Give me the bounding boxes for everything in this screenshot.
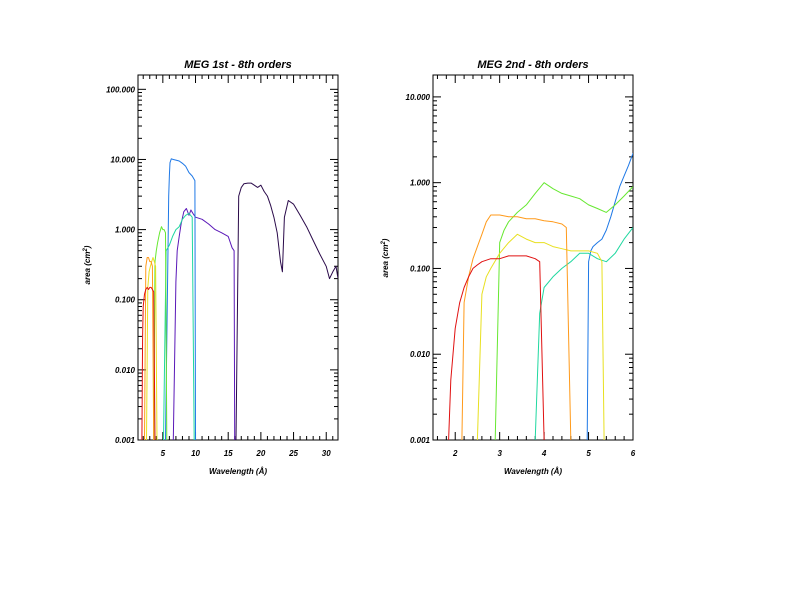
series-line-5 — [461, 214, 572, 440]
y-tick-label: 0.001 — [410, 436, 431, 445]
plot-frame — [432, 74, 634, 441]
y-axis-label-main: area (cm — [83, 252, 92, 285]
y-tick-label: 0.010 — [410, 350, 431, 359]
x-tick-label: 20 — [255, 449, 265, 458]
y-tick-label: 0.100 — [115, 296, 136, 305]
series-group — [141, 158, 338, 440]
series-line-3 — [165, 158, 196, 440]
x-tick-label: 30 — [322, 449, 331, 458]
series-line-3 — [494, 182, 633, 440]
series-line-6 — [146, 257, 158, 440]
x-axis-label: Wavelength (Å) — [504, 467, 562, 476]
series-line-7 — [144, 257, 155, 440]
y-tick-label: 1.000 — [115, 226, 136, 235]
series-line-2 — [534, 227, 633, 440]
y-tick-label: 10.000 — [406, 93, 431, 102]
y-tick-label: 100.000 — [106, 85, 135, 94]
y-axis-label: area (cm2) — [381, 238, 390, 277]
y-tick-label: 0.001 — [115, 436, 136, 445]
y-tick-label: 0.100 — [410, 264, 431, 273]
x-tick-label: 5 — [586, 449, 591, 458]
series-line-1 — [586, 153, 633, 440]
series-group — [448, 153, 633, 440]
chart-title: MEG 1st - 8th orders — [184, 59, 292, 71]
series-line-2 — [172, 208, 236, 440]
series-line-4 — [163, 212, 195, 440]
series-line-5 — [153, 226, 168, 440]
y-axis-label-superscript: 2 — [83, 248, 89, 253]
y-axis-label-end: ) — [381, 238, 390, 242]
x-tick-label: 3 — [497, 449, 502, 458]
y-tick-label: 1.000 — [410, 179, 431, 188]
series-line-6 — [448, 255, 545, 440]
meg-1st-8th-orders-chart: MEG 1st - 8th orders Wavelength (Å) area… — [83, 59, 339, 476]
x-tick-label: 2 — [452, 449, 458, 458]
x-tick-label: 15 — [224, 449, 233, 458]
y-tick-label: 10.000 — [111, 155, 136, 164]
x-tick-label: 5 — [161, 449, 166, 458]
x-axis-label: Wavelength (Å) — [209, 467, 267, 476]
series-line-4 — [476, 233, 605, 440]
series-line-1 — [235, 182, 338, 440]
x-tick-label: 25 — [288, 449, 298, 458]
x-tick-label: 10 — [191, 449, 200, 458]
series-line-8 — [141, 286, 156, 440]
y-axis-label-main: area (cm — [381, 245, 390, 278]
chart-title: MEG 2nd - 8th orders — [477, 59, 588, 71]
y-axis-label-end: ) — [83, 245, 92, 249]
x-tick-label: 4 — [541, 449, 547, 458]
y-axis-label-superscript: 2 — [381, 241, 387, 246]
meg-2nd-8th-orders-chart: MEG 2nd - 8th orders Wavelength (Å) area… — [381, 59, 636, 476]
y-tick-label: 0.010 — [115, 366, 136, 375]
x-tick-label: 6 — [631, 449, 636, 458]
y-axis-label: area (cm2) — [83, 245, 92, 284]
